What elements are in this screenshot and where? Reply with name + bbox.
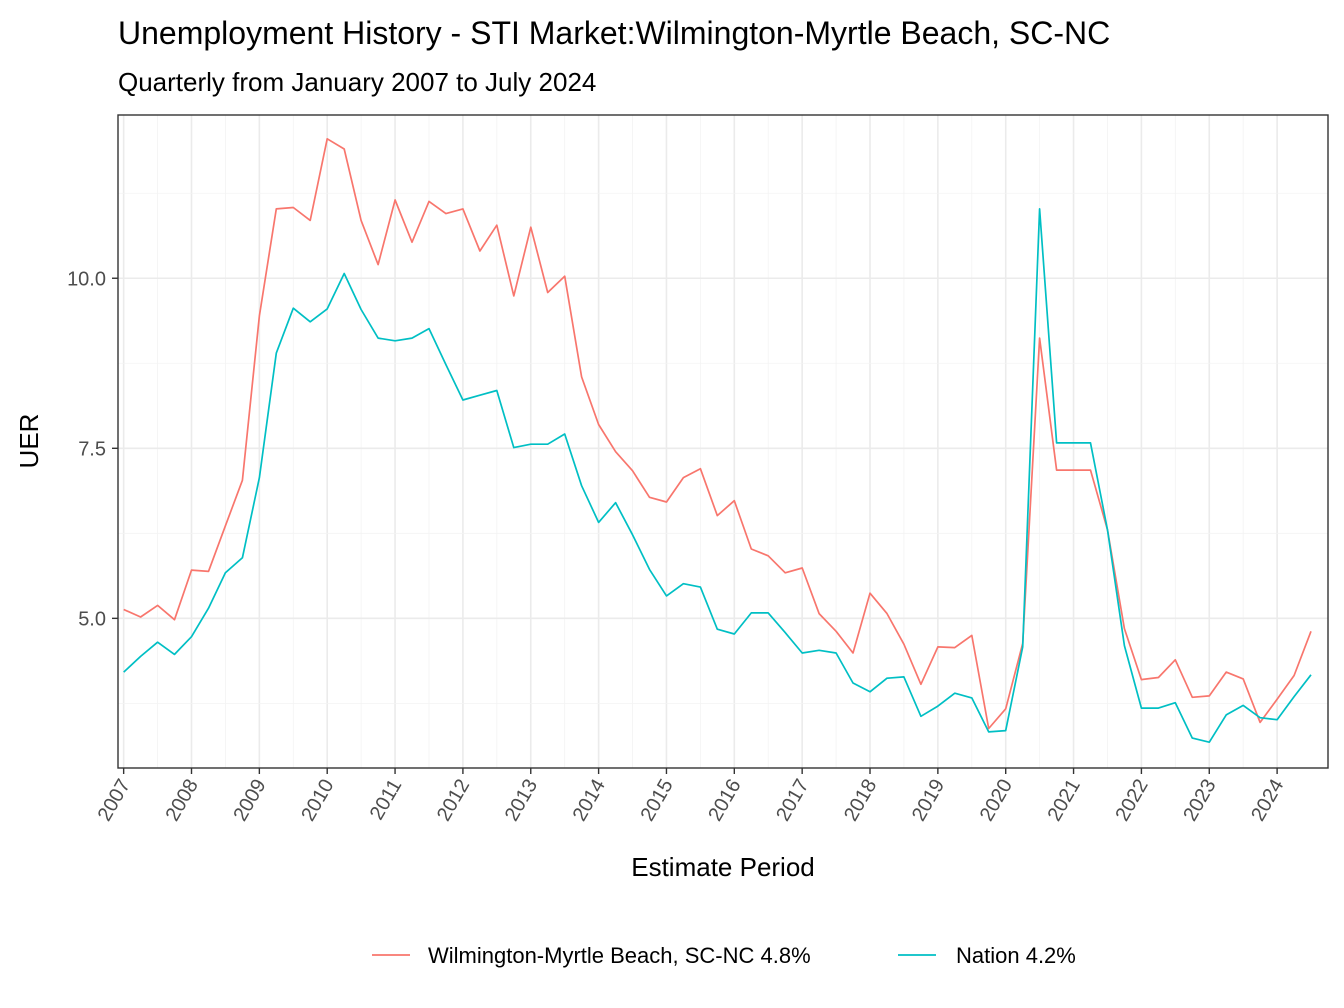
y-tick-label: 10.0 — [67, 268, 106, 290]
series-line-nation — [123, 208, 1312, 744]
x-tick-label: 2016 — [704, 776, 745, 826]
y-tick-label: 5.0 — [78, 608, 106, 630]
x-tick-label: 2014 — [569, 776, 610, 826]
y-axis-title: UER — [14, 414, 44, 469]
series-lines — [123, 137, 1312, 744]
plot-panel-border — [117, 114, 1329, 769]
chart-title: Unemployment History - STI Market:Wilmin… — [118, 15, 1110, 51]
legend-item-wilmington-label: Wilmington-Myrtle Beach, SC-NC 4.8% — [428, 943, 811, 968]
chart-subtitle: Quarterly from January 2007 to July 2024 — [118, 67, 596, 97]
x-axis-title: Estimate Period — [631, 852, 815, 882]
x-tick-label: 2022 — [1111, 776, 1152, 826]
axis-ticks: 5.0 7.5 10.0 2007 2008 2009 2010 2011 2012 2013 20… — [67, 268, 1288, 825]
x-tick-label: 2020 — [976, 776, 1017, 826]
grid-lines — [118, 115, 1328, 768]
x-tick-label: 2024 — [1247, 776, 1288, 826]
x-tick-label: 2021 — [1044, 776, 1085, 826]
x-tick-label: 2013 — [501, 776, 542, 826]
x-tick-label: 2008 — [162, 776, 203, 826]
x-tick-label: 2012 — [433, 776, 474, 826]
x-tick-label: 2018 — [840, 776, 881, 826]
x-tick-label: 2010 — [297, 776, 338, 826]
x-tick-label: 2015 — [636, 776, 677, 826]
legend-item-nation-label: Nation 4.2% — [956, 943, 1076, 968]
x-tick-label: 2011 — [366, 776, 407, 824]
x-tick-label: 2007 — [94, 776, 135, 826]
x-tick-label: 2019 — [908, 776, 949, 826]
x-tick-label: 2009 — [229, 776, 270, 826]
legend: Wilmington-Myrtle Beach, SC-NC 4.8% Natio… — [372, 943, 1076, 968]
x-tick-label: 2023 — [1179, 776, 1220, 826]
x-tick-label: 2017 — [772, 776, 813, 826]
series-line-wilmington — [123, 137, 1312, 730]
y-tick-label: 7.5 — [78, 438, 106, 460]
